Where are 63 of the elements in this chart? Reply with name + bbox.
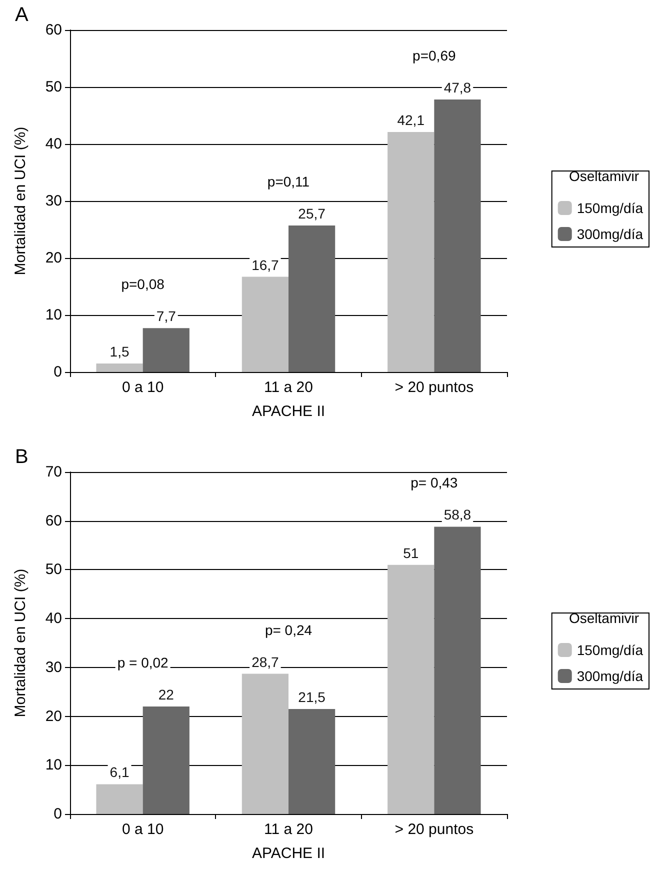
y-tick-label: 20	[45, 708, 62, 725]
x-tick-label: 11 a 20	[264, 821, 313, 838]
legend-title: Oseltamivir	[568, 610, 640, 626]
legend-title: Oseltamivir	[568, 168, 640, 184]
y-tick-label: 0	[54, 806, 62, 822]
data-label: 1,5	[110, 343, 130, 360]
y-axis-title: Mortalidad en UCI (%)	[12, 568, 29, 718]
y-tick-label: 60	[45, 512, 62, 530]
x-axis-title: APACHE II	[252, 403, 326, 420]
bar	[434, 526, 481, 814]
y-tick-label: 40	[45, 610, 62, 628]
bar	[388, 132, 434, 372]
y-tick-label: 20	[45, 250, 62, 266]
annotation: p=0,11	[267, 174, 310, 190]
y-tick-label: 60	[45, 22, 62, 38]
data-label: 47,8	[444, 80, 472, 96]
data-label: 42,1	[397, 112, 425, 128]
x-tick-label: 11 a 20	[264, 379, 313, 396]
annotation: p=0,08	[121, 276, 165, 292]
y-axis-title: Mortalidad en UCI (%)	[12, 126, 29, 276]
data-label: 22	[158, 686, 174, 703]
bar	[96, 784, 143, 814]
bar	[142, 706, 190, 814]
data-label: 51	[403, 544, 419, 561]
x-tick-label: 0 a 10	[122, 821, 164, 838]
annotation: p = 0,02	[117, 654, 169, 671]
y-tick-label: 70	[45, 464, 62, 480]
y-tick-label: 50	[45, 78, 62, 96]
y-tick-label: 30	[45, 192, 62, 210]
data-label: 25,7	[298, 206, 326, 222]
annotation: p=0,69	[412, 48, 456, 64]
x-tick-label: > 20 puntos	[394, 821, 474, 838]
bar	[388, 564, 434, 814]
bar	[288, 708, 336, 814]
x-tick-label: > 20 puntos	[394, 379, 474, 396]
y-tick-label: 50	[45, 561, 62, 578]
bar	[142, 328, 190, 372]
bar	[96, 363, 143, 372]
y-tick-label: 10	[45, 756, 62, 774]
data-label: 28,7	[252, 654, 280, 670]
chart-title: A	[15, 4, 29, 26]
data-label: 21,5	[298, 688, 326, 705]
data-label: 7,7	[156, 308, 176, 324]
x-axis-title: APACHE II	[252, 845, 326, 862]
bar	[242, 674, 288, 814]
x-tick-label: 0 a 10	[122, 379, 164, 396]
legend-label: 150mg/día	[576, 200, 644, 216]
y-tick-label: 10	[45, 306, 62, 324]
y-tick-label: 30	[45, 658, 62, 676]
bar	[288, 226, 336, 372]
bar	[242, 276, 288, 372]
legend-label: 300mg/día	[576, 668, 644, 684]
y-tick-label: 0	[54, 364, 62, 380]
chart-title: B	[15, 446, 28, 468]
data-label: 6,1	[110, 764, 130, 780]
data-label: 58,8	[444, 506, 472, 523]
annotation: p= 0,24	[264, 622, 312, 638]
legend-label: 300mg/día	[576, 226, 644, 242]
annotation: p= 0,43	[410, 474, 458, 491]
bar	[434, 100, 481, 372]
y-tick-label: 40	[45, 136, 62, 152]
legend-label: 150mg/día	[576, 642, 644, 658]
data-label: 16,7	[252, 256, 280, 273]
